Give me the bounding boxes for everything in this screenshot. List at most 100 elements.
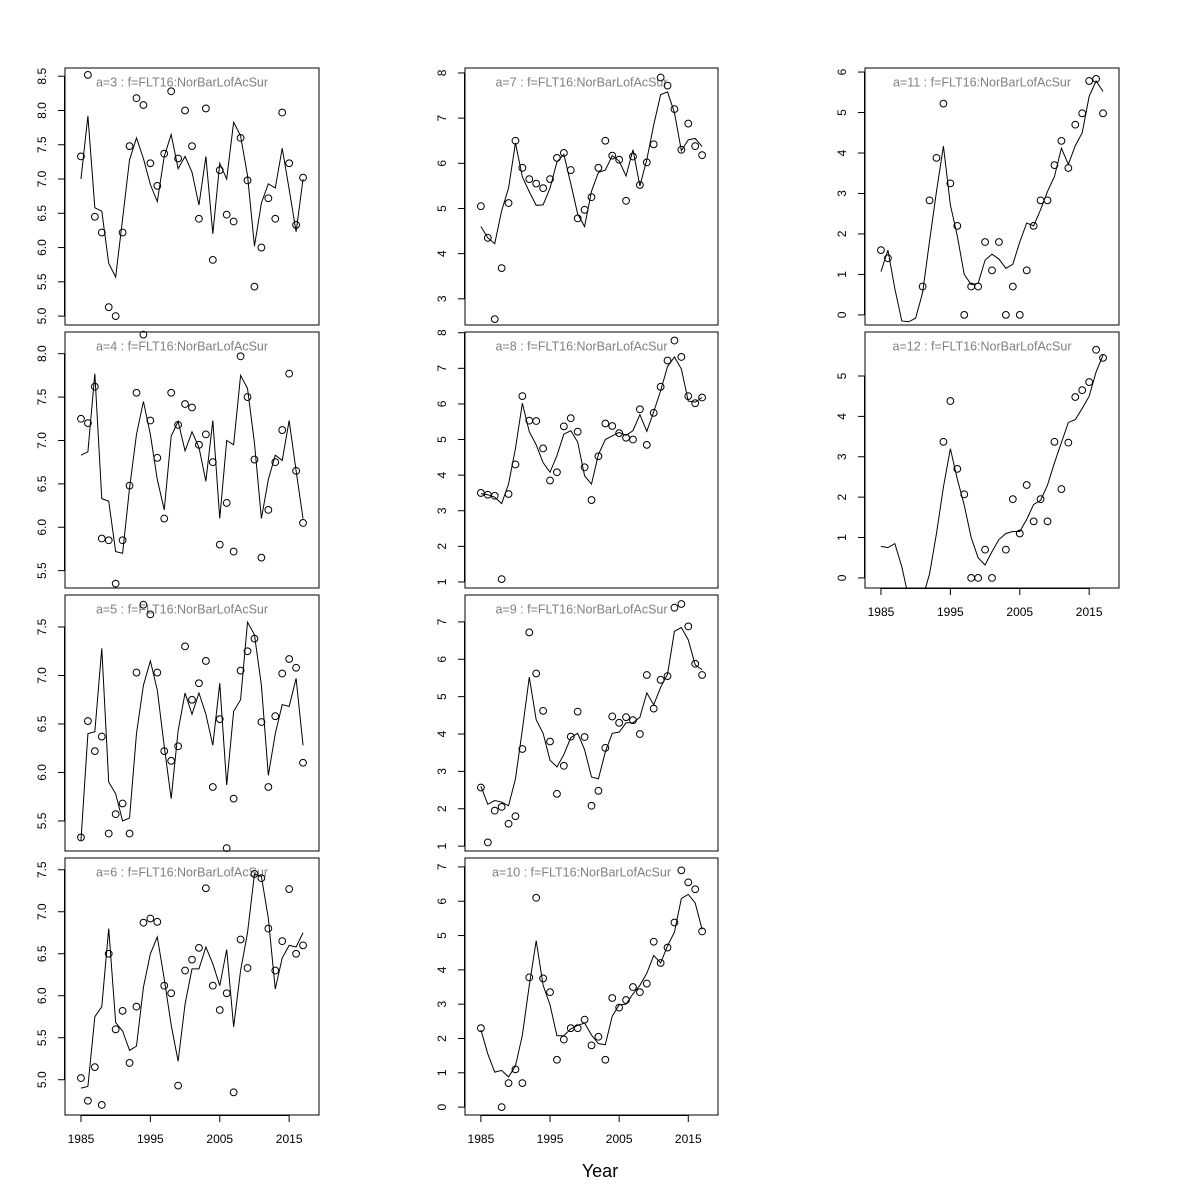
data-point: [559, 422, 568, 431]
data-point: [684, 119, 693, 128]
data-point: [77, 152, 85, 161]
fitted-line: [480, 91, 703, 245]
data-point: [118, 228, 127, 237]
data-point: [229, 217, 238, 226]
data-point: [132, 668, 141, 677]
data-point: [153, 917, 162, 926]
y-tick-label: 5.5: [35, 812, 49, 829]
data-point: [215, 540, 224, 549]
data-point: [587, 801, 596, 810]
y-tick-label: 7: [435, 114, 449, 121]
data-point: [663, 81, 672, 90]
data-point: [573, 707, 582, 716]
data-point: [208, 981, 217, 990]
data-point: [642, 979, 651, 988]
y-tick-label: 7: [435, 365, 449, 372]
data-point: [181, 106, 189, 115]
data-point: [77, 1074, 85, 1082]
y-tick-label: 5.0: [35, 1071, 49, 1088]
panel-title: a=11 : f=FLT16:NorBarLofAcSur: [893, 75, 1071, 89]
data-point: [649, 937, 658, 946]
data-point: [677, 353, 686, 361]
data-point: [663, 356, 672, 365]
data-point: [292, 949, 300, 958]
y-tick-label: 6.0: [35, 519, 49, 536]
data-point: [608, 422, 617, 430]
data-point: [656, 73, 665, 82]
y-tick-label: 8: [435, 69, 449, 76]
data-point: [243, 393, 252, 401]
data-point: [1022, 266, 1031, 275]
data-point: [250, 282, 259, 291]
data-point: [995, 238, 1003, 246]
data-point: [146, 914, 155, 923]
data-point: [1099, 109, 1107, 118]
data-point: [518, 392, 527, 400]
x-tick-label: 1985: [68, 1132, 95, 1146]
data-point: [504, 199, 513, 207]
data-point: [243, 964, 252, 972]
y-tick-label: 7.5: [35, 388, 49, 405]
data-point: [525, 175, 534, 184]
data-point: [222, 210, 231, 219]
y-tick-label: 5: [435, 205, 449, 212]
data-point: [257, 553, 266, 562]
data-point: [1008, 282, 1017, 291]
data-point: [139, 101, 148, 109]
y-tick-label: 2: [835, 230, 849, 237]
data-point: [188, 955, 196, 964]
panel: a=3 : f=FLT16:NorBarLofAcSur 5.0 5.5 6.0 6.5…: [35, 67, 320, 326]
data-point: [932, 153, 941, 162]
data-point: [684, 878, 693, 887]
y-tick-label: 8.0: [35, 102, 49, 119]
y-tick-label: 6.5: [35, 715, 49, 732]
data-point: [90, 382, 99, 391]
data-point: [587, 1041, 596, 1050]
y-tick-label: 7.0: [35, 903, 49, 920]
data-point: [539, 706, 548, 715]
data-point: [271, 214, 280, 223]
x-tick-label: 1995: [537, 1132, 564, 1146]
data-point: [264, 505, 273, 514]
data-point: [504, 1079, 513, 1087]
data-point: [925, 196, 934, 205]
data-point: [104, 829, 113, 838]
data-point: [635, 730, 644, 738]
data-point: [1043, 517, 1052, 526]
data-point: [90, 1063, 99, 1072]
data-point: [299, 941, 307, 950]
data-point: [229, 794, 238, 803]
panel: a=12 : f=FLT16:NorBarLofAcSur 0 1 2 3 4 5 1985 1…: [835, 331, 1120, 619]
panel: a=7 : f=FLT16:NorBarLofAcSur 3 4 5 6 7 8: [435, 67, 719, 326]
y-tick-label: 3: [435, 507, 449, 514]
data-point: [188, 403, 196, 412]
data-point: [497, 264, 506, 272]
y-tick-label: 4: [835, 149, 849, 156]
data-point: [594, 786, 603, 795]
data-point: [125, 1059, 134, 1067]
data-point: [257, 718, 266, 726]
data-point: [1057, 136, 1066, 145]
y-tick-label: 6: [435, 898, 449, 905]
data-point: [299, 758, 307, 767]
y-tick-label: 7.0: [35, 170, 49, 187]
data-point: [97, 1101, 106, 1109]
fitted-line: [480, 355, 703, 505]
data-point: [188, 142, 196, 151]
data-point: [497, 803, 506, 811]
y-tick-label: 3: [435, 1001, 449, 1008]
data-point: [553, 789, 561, 798]
data-point: [518, 163, 527, 172]
data-point: [532, 669, 541, 678]
panel-title: a=5 : f=FLT16:NorBarLofAcSur: [96, 602, 268, 616]
data-point: [546, 737, 554, 746]
panel-title: a=3 : f=FLT16:NorBarLofAcSur: [96, 75, 268, 89]
data-point: [594, 452, 603, 461]
panel-title: a=6 : f=FLT16:NorBarLofAcSur: [96, 865, 268, 879]
data-point: [278, 669, 287, 678]
data-point: [139, 600, 148, 609]
data-point: [601, 136, 610, 145]
data-point: [1064, 438, 1073, 447]
data-point: [153, 181, 162, 190]
data-point: [201, 884, 210, 893]
